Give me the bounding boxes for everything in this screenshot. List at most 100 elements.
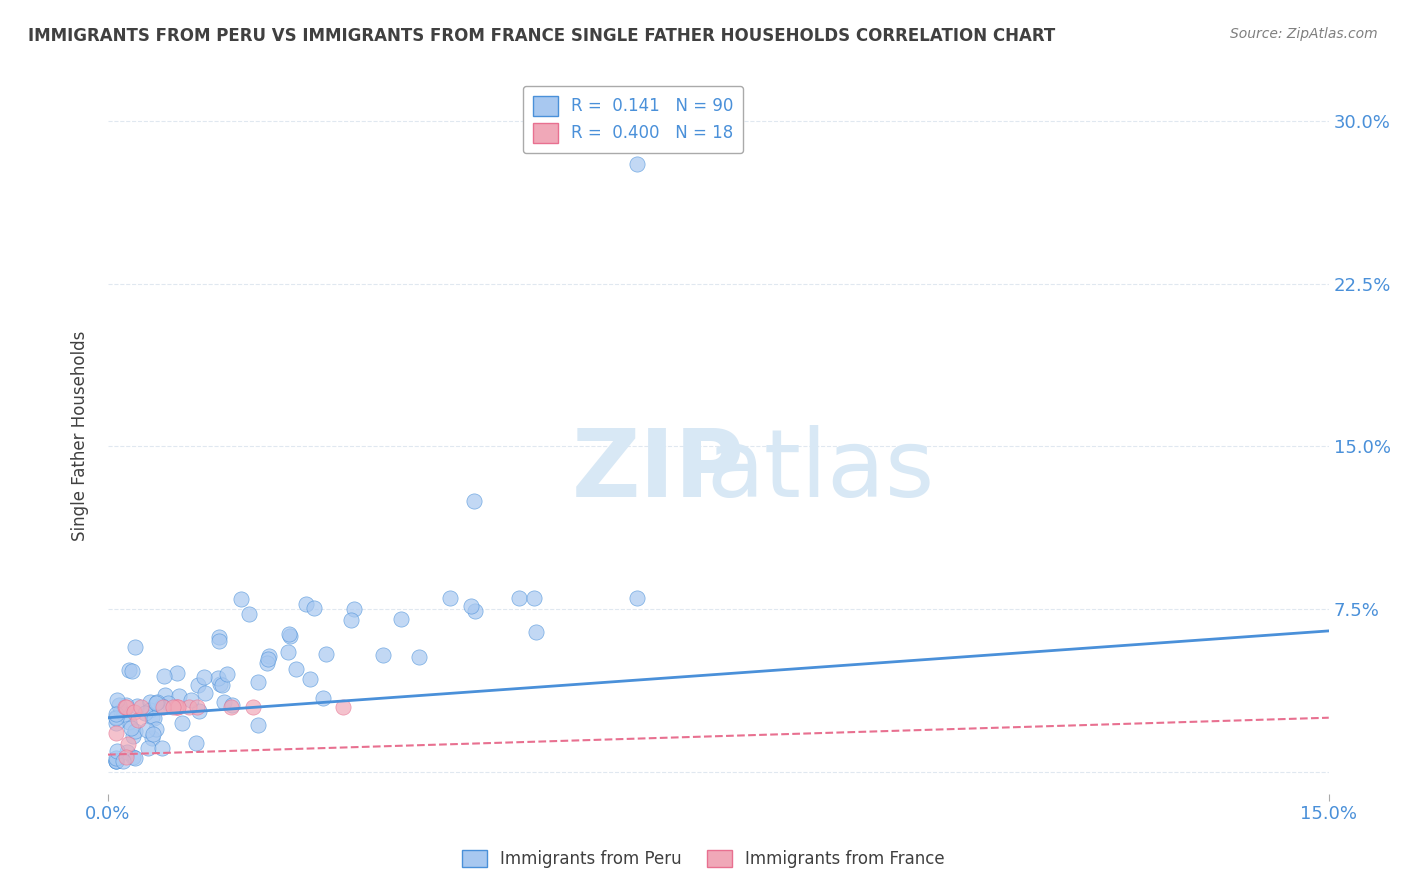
Point: [524, 625, 547, 640]
Point: [118, 663, 141, 677]
Text: ZIP: ZIP: [572, 425, 745, 517]
Point: [298, 672, 321, 686]
Point: [111, 754, 134, 768]
Point: [332, 699, 354, 714]
Point: [141, 710, 163, 724]
Point: [105, 711, 128, 725]
Point: [134, 706, 156, 720]
Point: [256, 652, 278, 666]
Point: [135, 723, 157, 738]
Text: atlas: atlas: [706, 425, 935, 517]
Point: [523, 591, 546, 606]
Point: [115, 750, 138, 764]
Y-axis label: Single Father Households: Single Father Households: [72, 330, 89, 541]
Point: [342, 602, 364, 616]
Point: [256, 656, 278, 670]
Point: [105, 750, 128, 764]
Point: [278, 629, 301, 643]
Point: [371, 648, 394, 662]
Text: Source: ZipAtlas.com: Source: ZipAtlas.com: [1230, 27, 1378, 41]
Point: [209, 676, 232, 690]
Point: [277, 645, 299, 659]
Point: [136, 741, 159, 756]
Point: [121, 665, 143, 679]
Point: [105, 754, 128, 768]
Point: [105, 692, 128, 706]
Point: [187, 678, 209, 692]
Point: [105, 707, 128, 722]
Legend: R =  0.141   N = 90, R =  0.400   N = 18: R = 0.141 N = 90, R = 0.400 N = 18: [523, 86, 744, 153]
Point: [177, 699, 200, 714]
Point: [172, 716, 194, 731]
Point: [212, 695, 235, 709]
Point: [108, 698, 131, 713]
Point: [389, 612, 412, 626]
Point: [626, 157, 648, 171]
Point: [152, 699, 174, 714]
Point: [127, 698, 149, 713]
Point: [145, 696, 167, 710]
Point: [247, 674, 270, 689]
Legend: Immigrants from Peru, Immigrants from France: Immigrants from Peru, Immigrants from Fr…: [456, 843, 950, 875]
Point: [194, 686, 217, 700]
Point: [145, 722, 167, 736]
Point: [463, 493, 485, 508]
Point: [146, 695, 169, 709]
Point: [114, 700, 136, 714]
Point: [277, 627, 299, 641]
Point: [284, 662, 307, 676]
Point: [257, 649, 280, 664]
Point: [166, 699, 188, 714]
Point: [157, 696, 180, 710]
Point: [246, 717, 269, 731]
Point: [464, 604, 486, 618]
Point: [110, 704, 132, 718]
Point: [152, 669, 174, 683]
Point: [105, 710, 128, 724]
Point: [187, 704, 209, 718]
Point: [150, 741, 173, 756]
Point: [508, 591, 530, 606]
Point: [105, 726, 128, 740]
Point: [105, 754, 128, 768]
Point: [139, 695, 162, 709]
Point: [118, 714, 141, 729]
Point: [219, 699, 242, 714]
Point: [166, 665, 188, 680]
Point: [124, 724, 146, 739]
Point: [207, 671, 229, 685]
Point: [121, 729, 143, 743]
Point: [339, 613, 361, 627]
Point: [105, 715, 128, 730]
Point: [193, 670, 215, 684]
Point: [115, 698, 138, 712]
Point: [139, 702, 162, 716]
Point: [127, 713, 149, 727]
Point: [155, 688, 177, 702]
Point: [107, 743, 129, 757]
Point: [142, 726, 165, 740]
Point: [114, 699, 136, 714]
Point: [117, 737, 139, 751]
Point: [315, 647, 337, 661]
Point: [238, 607, 260, 622]
Point: [150, 699, 173, 714]
Point: [122, 750, 145, 764]
Point: [122, 705, 145, 719]
Point: [217, 667, 239, 681]
Point: [165, 699, 187, 714]
Text: IMMIGRANTS FROM PERU VS IMMIGRANTS FROM FRANCE SINGLE FATHER HOUSEHOLDS CORRELAT: IMMIGRANTS FROM PERU VS IMMIGRANTS FROM …: [28, 27, 1056, 45]
Point: [295, 597, 318, 611]
Point: [304, 601, 326, 615]
Point: [408, 650, 430, 665]
Point: [211, 678, 233, 692]
Point: [112, 707, 135, 722]
Point: [166, 699, 188, 714]
Point: [460, 599, 482, 613]
Point: [124, 640, 146, 655]
Point: [105, 754, 128, 768]
Point: [186, 699, 208, 714]
Point: [208, 634, 231, 648]
Point: [167, 690, 190, 704]
Point: [162, 699, 184, 714]
